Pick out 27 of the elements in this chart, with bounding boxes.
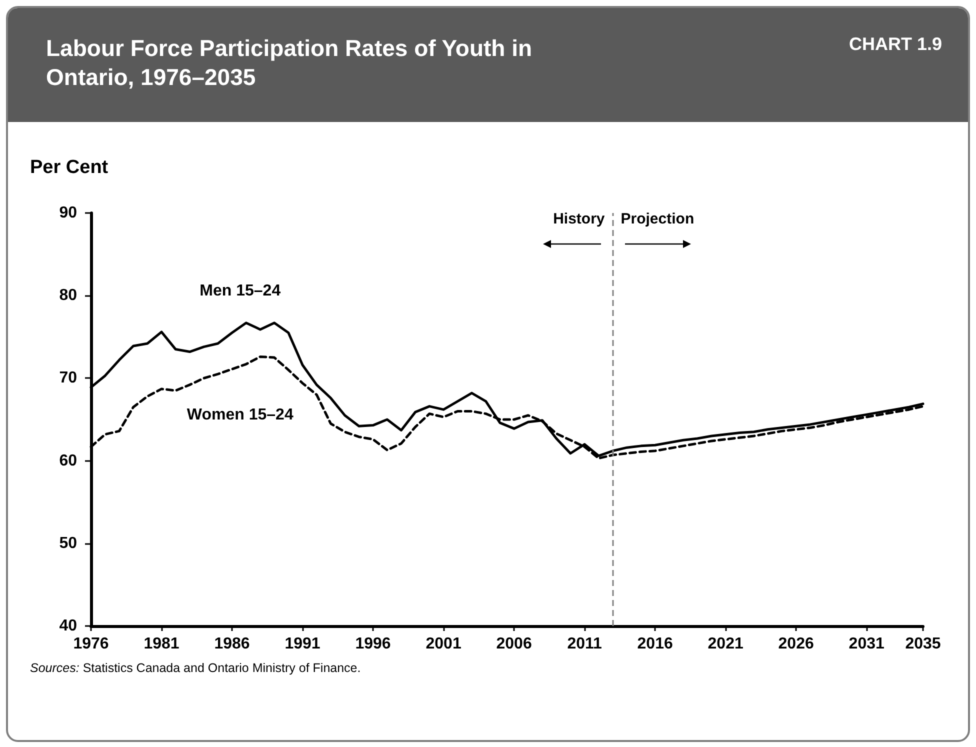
y-axis-title: Per Cent	[30, 157, 108, 179]
x-tick-label: 1996	[355, 636, 391, 652]
y-tick-label: 50	[59, 534, 78, 552]
source-note: Sources: Statistics Canada and Ontario Ministry of Finance.	[30, 661, 361, 675]
caption: CHART 1.9	[848, 34, 942, 55]
y-tick-label: 70	[59, 370, 78, 387]
annotation: History	[553, 210, 606, 228]
annotation: Projection	[620, 210, 694, 228]
y-tick-label: 40	[59, 618, 78, 634]
x-tick-label: 1991	[284, 636, 320, 652]
y-tick-label: 80	[59, 287, 78, 304]
x-tick-label: 2011	[567, 636, 602, 652]
x-tick-label: 2026	[778, 636, 814, 652]
x-tick-label: 2016	[637, 636, 673, 652]
x-tick-label: 2001	[426, 636, 462, 652]
x-tick-label: 1981	[144, 636, 180, 652]
x-tick-label: 1976	[73, 636, 109, 652]
x-tick-label: 2006	[496, 636, 532, 652]
y-tick-label: 90	[59, 204, 78, 222]
chart-title: Labour Force Participation Rates of Youth in Ontario, 1976–2035	[46, 34, 534, 92]
series-label: Men 15–24	[200, 282, 281, 300]
x-tick-label: 2021	[708, 636, 744, 652]
x-tick-label: 1986	[214, 636, 250, 652]
x-tick-label: 2031	[848, 636, 884, 652]
x-tick-label: 2035	[905, 636, 941, 652]
series-label: Women 15–24	[186, 406, 294, 424]
y-tick-label: 60	[59, 452, 78, 470]
